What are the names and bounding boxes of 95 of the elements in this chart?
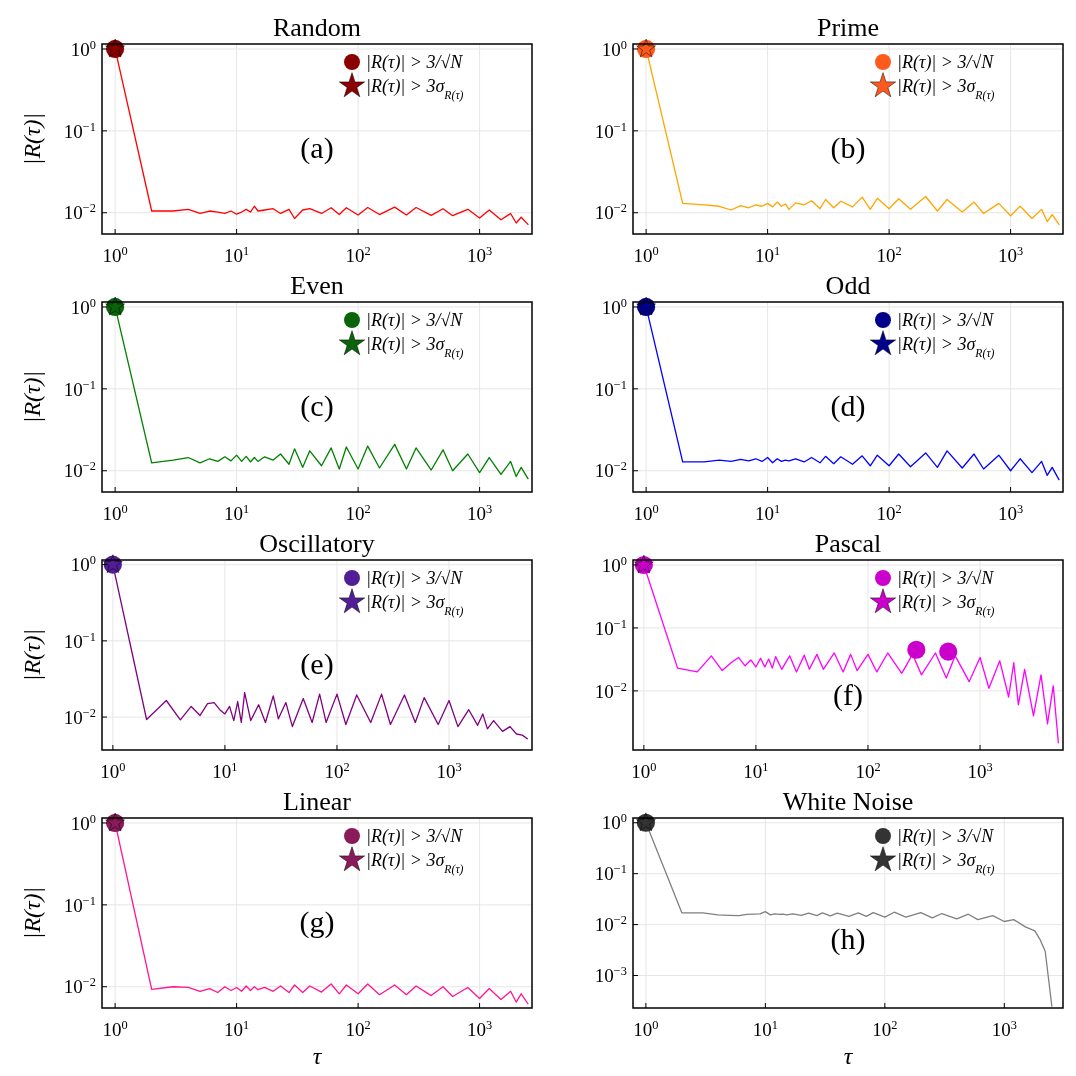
- legend-label: |R(τ)| > 3σ$_{R(τ)}$: [366, 592, 464, 618]
- x-tick-label: 10$^{1}$: [224, 502, 250, 524]
- x-tick-label: 10$^{0}$: [633, 244, 659, 266]
- x-axis-title: τ: [843, 1043, 854, 1069]
- x-tick-label: 10$^{2}$: [872, 1018, 898, 1040]
- y-tick-label: 10$^{−2}$: [594, 459, 627, 482]
- chart-title: Random: [272, 13, 362, 42]
- annotation: (a): [300, 131, 334, 165]
- y-tick-label: 10$^{−2}$: [594, 913, 627, 936]
- annotation: (g): [299, 905, 335, 939]
- y-tick-label: 10$^{−1}$: [63, 629, 96, 652]
- x-tick-label: 10$^{2}$: [345, 502, 371, 524]
- legend-label: |R(τ)| > 3/√N: [366, 52, 464, 74]
- x-tick-label: 10$^{2}$: [855, 760, 881, 782]
- x-tick-label: 10$^{0}$: [631, 760, 657, 782]
- x-tick-label: 10$^{3}$: [991, 1018, 1017, 1040]
- annotation: (c): [300, 389, 334, 423]
- chart-title: Prime: [816, 13, 880, 42]
- y-tick-label: 10$^{−1}$: [63, 893, 96, 916]
- legend-label: |R(τ)| > 3σ$_{R(τ)}$: [366, 850, 464, 876]
- y-tick-label: 10$^{−1}$: [594, 377, 627, 400]
- y-tick-label: 10$^{−1}$: [594, 616, 627, 639]
- y-tick-label: 10$^{−2}$: [63, 705, 96, 728]
- x-tick-label: 10$^{1}$: [755, 502, 781, 524]
- annotation: (h): [830, 922, 866, 957]
- legend-label: |R(τ)| > 3/√N: [366, 826, 464, 848]
- x-tick-label: 10$^{1}$: [224, 244, 250, 266]
- y-tick-label: 10$^{−2}$: [594, 201, 627, 224]
- x-tick-label: 10$^{1}$: [224, 1018, 250, 1040]
- chart-title: Even: [290, 271, 344, 300]
- x-tick-label: 10$^{1}$: [752, 1018, 778, 1040]
- x-tick-label: 10$^{2}$: [345, 244, 371, 266]
- y-tick-label: 10$^{0}$: [601, 553, 627, 576]
- x-axis-title: τ: [312, 1043, 323, 1069]
- legend-label: |R(τ)| > 3σ$_{R(τ)}$: [897, 850, 995, 876]
- annotation: (e): [300, 647, 334, 681]
- x-tick-label: 10$^{3}$: [467, 502, 493, 524]
- x-tick-label: 10$^{0}$: [100, 760, 126, 782]
- legend-label: |R(τ)| > 3σ$_{R(τ)}$: [897, 334, 995, 360]
- y-tick-label: 10$^{−1}$: [594, 119, 627, 142]
- x-tick-label: 10$^{0}$: [633, 1018, 659, 1040]
- legend-label: |R(τ)| > 3/√N: [897, 568, 995, 590]
- x-tick-label: 10$^{1}$: [743, 760, 769, 782]
- legend-label: |R(τ)| > 3/√N: [897, 826, 995, 848]
- x-tick-label: 10$^{0}$: [102, 502, 128, 524]
- x-tick-label: 10$^{3}$: [998, 244, 1024, 266]
- y-tick-label: 10$^{−2}$: [63, 459, 96, 482]
- y-axis-title: |R(τ)|: [19, 628, 45, 682]
- x-tick-label: 10$^{2}$: [876, 244, 902, 266]
- y-tick-label: 10$^{0}$: [70, 553, 96, 576]
- x-tick-label: 10$^{0}$: [102, 1018, 128, 1040]
- x-tick-label: 10$^{3}$: [467, 1018, 493, 1040]
- legend-label: |R(τ)| > 3σ$_{R(τ)}$: [366, 334, 464, 360]
- legend-label: |R(τ)| > 3/√N: [366, 310, 464, 332]
- y-axis-title: |R(τ)|: [19, 112, 45, 166]
- x-tick-label: 10$^{1}$: [212, 760, 238, 782]
- chart-title: White Noise: [782, 787, 914, 816]
- annotation: (f): [833, 678, 863, 713]
- y-tick-label: 10$^{0}$: [70, 37, 96, 60]
- y-tick-label: 10$^{0}$: [70, 811, 96, 834]
- annotation: (d): [830, 389, 866, 423]
- y-tick-label: 10$^{−1}$: [63, 119, 96, 142]
- y-tick-label: 10$^{0}$: [601, 295, 627, 318]
- legend-label: |R(τ)| > 3σ$_{R(τ)}$: [897, 592, 995, 618]
- x-tick-label: 10$^{3}$: [436, 760, 462, 782]
- legend-label: |R(τ)| > 3σ$_{R(τ)}$: [897, 76, 995, 102]
- x-tick-label: 10$^{0}$: [633, 502, 659, 524]
- legend-label: |R(τ)| > 3/√N: [366, 568, 464, 590]
- x-tick-label: 10$^{2}$: [324, 760, 350, 782]
- y-tick-label: 10$^{0}$: [70, 295, 96, 318]
- y-tick-label: 10$^{−2}$: [63, 201, 96, 224]
- y-tick-label: 10$^{−1}$: [594, 862, 627, 885]
- y-tick-label: 10$^{−2}$: [594, 679, 627, 702]
- y-tick-label: 10$^{−3}$: [594, 964, 627, 987]
- x-tick-label: 10$^{3}$: [467, 244, 493, 266]
- x-tick-label: 10$^{3}$: [998, 502, 1024, 524]
- chart-title: Pascal: [814, 529, 882, 558]
- legend-label: |R(τ)| > 3/√N: [897, 310, 995, 332]
- legend-label: |R(τ)| > 3/√N: [897, 52, 995, 74]
- chart-title: Oscillatory: [259, 529, 375, 558]
- y-tick-label: 10$^{−1}$: [63, 377, 96, 400]
- y-tick-label: 10$^{−2}$: [63, 975, 96, 998]
- x-tick-label: 10$^{2}$: [876, 502, 902, 524]
- y-axis-title: |R(τ)|: [19, 886, 45, 940]
- chart-title: Odd: [825, 271, 871, 300]
- legend-label: |R(τ)| > 3σ$_{R(τ)}$: [366, 76, 464, 102]
- annotation: (b): [830, 131, 866, 165]
- x-tick-label: 10$^{0}$: [102, 244, 128, 266]
- y-tick-label: 10$^{0}$: [601, 37, 627, 60]
- y-tick-label: 10$^{0}$: [601, 811, 627, 834]
- x-tick-label: 10$^{2}$: [345, 1018, 371, 1040]
- chart-title: Linear: [283, 787, 352, 816]
- x-tick-label: 10$^{1}$: [755, 244, 781, 266]
- y-axis-title: |R(τ)|: [19, 370, 45, 424]
- x-tick-label: 10$^{3}$: [967, 760, 993, 782]
